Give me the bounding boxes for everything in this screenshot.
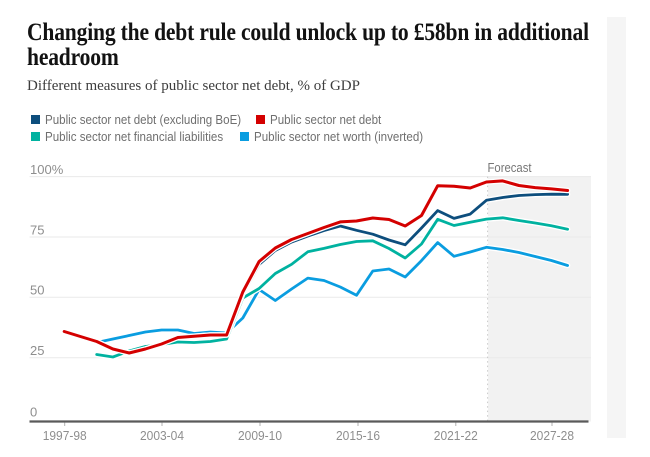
- svg-text:50: 50: [30, 283, 44, 298]
- svg-text:2003-04: 2003-04: [140, 428, 184, 443]
- svg-text:Forecast: Forecast: [488, 160, 532, 175]
- svg-text:75: 75: [30, 222, 44, 237]
- svg-text:100%: 100%: [30, 162, 64, 177]
- svg-text:25: 25: [30, 343, 44, 358]
- svg-text:2021-22: 2021-22: [434, 428, 478, 443]
- svg-text:2009-10: 2009-10: [238, 428, 282, 443]
- svg-text:2015-16: 2015-16: [336, 428, 380, 443]
- svg-text:2027-28: 2027-28: [530, 428, 574, 443]
- svg-text:1997-98: 1997-98: [43, 428, 87, 443]
- svg-text:0: 0: [30, 405, 37, 420]
